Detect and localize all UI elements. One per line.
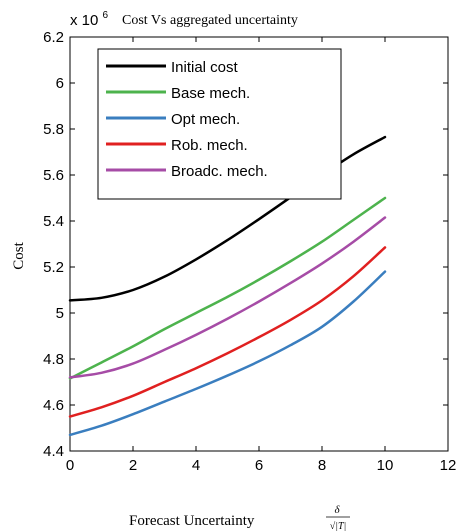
legend-label: Base mech. bbox=[171, 85, 250, 102]
x-tick-label: 2 bbox=[129, 457, 137, 474]
scale-label-exponent: 6 bbox=[103, 10, 109, 21]
legend-label: Rob. mech. bbox=[171, 137, 248, 154]
x-axis-label-fraction-numerator: δ bbox=[334, 504, 340, 516]
scale-label: x 10 6 bbox=[70, 10, 109, 29]
chart-title: Cost Vs aggregated uncertainty bbox=[122, 13, 298, 28]
series-line-opt-mech bbox=[68, 270, 387, 437]
y-tick-label: 6.2 bbox=[43, 29, 64, 46]
y-tick-label: 5 bbox=[56, 305, 64, 322]
legend-items: Initial cost Base mech. Opt mech. Rob. mech… bbox=[106, 59, 268, 180]
x-tick-label: 12 bbox=[440, 457, 457, 474]
y-tick-label: 5.6 bbox=[43, 167, 64, 184]
legend-label: Opt mech. bbox=[171, 111, 240, 128]
x-tick-label: 8 bbox=[318, 457, 326, 474]
series-line-base-mech bbox=[68, 196, 387, 380]
y-tick-label: 5.2 bbox=[43, 259, 64, 276]
x-axis-label: Forecast Uncertainty bbox=[129, 513, 255, 529]
legend-label: Initial cost bbox=[171, 59, 239, 76]
x-tick-label: 10 bbox=[377, 457, 394, 474]
series-line-rob-mech bbox=[68, 246, 387, 418]
x-tick-label: 0 bbox=[66, 457, 74, 474]
y-tick-label: 6 bbox=[56, 75, 64, 92]
y-axis-label: Cost bbox=[11, 241, 27, 269]
legend-box bbox=[97, 48, 342, 200]
y-tick-label: 4.6 bbox=[43, 397, 64, 414]
y-tick-label: 5.4 bbox=[43, 213, 64, 230]
x-tick-label: 6 bbox=[255, 457, 263, 474]
y-tick-label: 5.8 bbox=[43, 121, 64, 138]
legend-label: Broadc. mech. bbox=[171, 163, 268, 180]
y-tick-label: 4.4 bbox=[43, 443, 64, 460]
axes-ticks: 0 2 4 6 8 10 12 4.4 4.6 4.8 5 5.2 5.4 5.6 5.8 6 6.2 bbox=[43, 29, 456, 474]
scale-label-prefix: x 10 bbox=[70, 12, 98, 29]
y-tick-label: 4.8 bbox=[43, 351, 64, 368]
series-line-broadc-mech bbox=[68, 216, 387, 379]
x-axis-label-fraction-denominator: √|T| bbox=[330, 521, 347, 531]
legend: Initial cost Base mech. Opt mech. Rob. mech… bbox=[97, 48, 342, 200]
x-tick-label: 4 bbox=[192, 457, 200, 474]
